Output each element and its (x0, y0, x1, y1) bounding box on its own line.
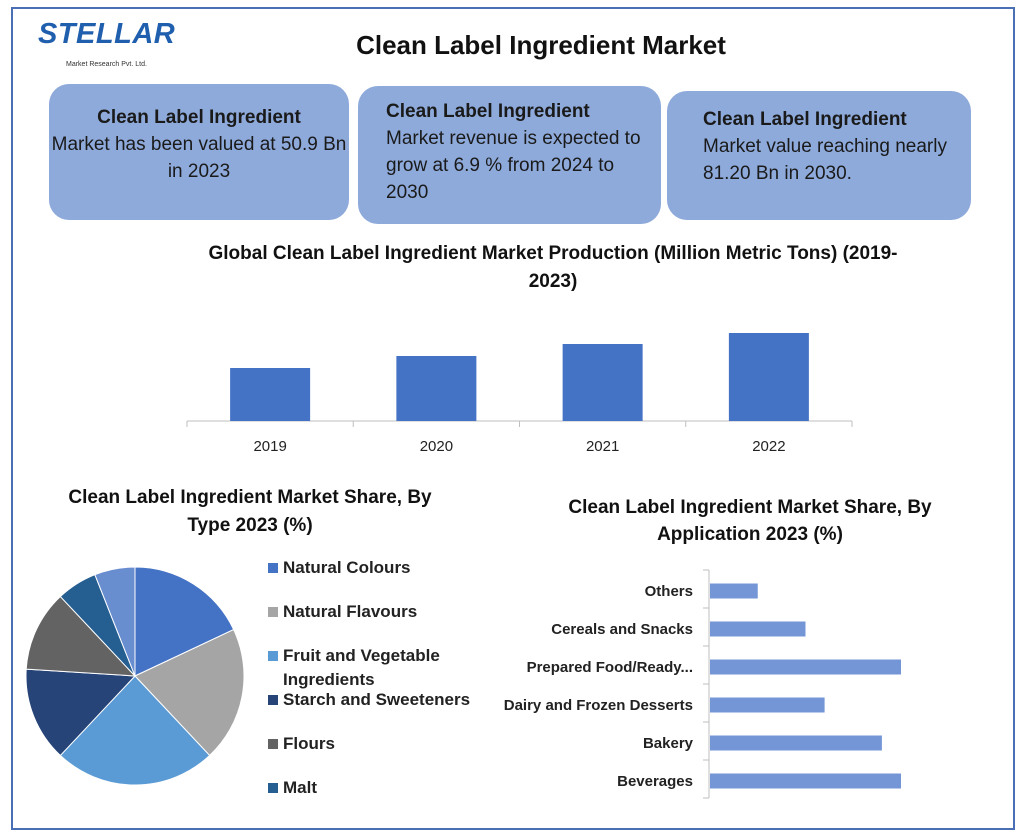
application-share-bar-chart: Others Cereals and Snacks Prepared Food/Re… (504, 569, 901, 799)
application-share-chart-title: Clean Label Ingredient Market Share, By … (568, 497, 932, 545)
logo-wordmark: STELLAR (38, 18, 176, 50)
company-logo: STELLAR Market Research Pvt. Ltd. (30, 18, 175, 76)
legend-label: Natural Colours (283, 558, 411, 577)
legend-label: Natural Flavours (283, 602, 418, 621)
bar-2021 (562, 344, 643, 421)
info-box-heading: Clean Label Ingredient (97, 107, 301, 128)
info-box-growth: Clean Label Ingredient Market revenue is… (358, 86, 661, 224)
page-title: Clean Label Ingredient Market (356, 30, 726, 60)
y-tick-label: Beverages (617, 773, 693, 790)
legend-swatch (268, 563, 278, 573)
production-bar-chart: 2019 2020 2021 2022 (186, 333, 853, 455)
info-box-heading: Clean Label Ingredient (386, 101, 590, 122)
y-tick-label: Others (645, 583, 693, 600)
legend-swatch (268, 739, 278, 749)
legend-item: Natural Flavours (268, 600, 498, 624)
x-tick-label: 2022 (752, 438, 785, 455)
pie-slice-natural-colours (134, 566, 235, 677)
pie-slice-starch-and-sweeteners (25, 668, 137, 757)
bar-others (710, 583, 758, 599)
legend-label: Starch and Sweeteners (283, 690, 471, 709)
legend-swatch (268, 651, 278, 661)
pie-slice-fruit-and-vegetable-ingredients (59, 675, 211, 786)
legend-item: Malt (268, 776, 498, 800)
bar-dairy-and-frozen-desserts (710, 697, 825, 713)
legend-label: Fruit and Vegetable Ingredients (283, 646, 440, 689)
info-box-valuation: Clean Label Ingredient Market has been v… (49, 84, 349, 220)
legend-swatch (268, 695, 278, 705)
bar-beverages (710, 773, 901, 789)
bar-2020 (396, 356, 477, 421)
info-box-forecast: Clean Label Ingredient Market value reac… (667, 91, 971, 220)
bar-2022 (728, 333, 809, 421)
y-tick-label: Dairy and Frozen Desserts (504, 697, 693, 714)
x-tick-label: 2019 (253, 438, 286, 455)
bar-cereals-and-snacks (710, 621, 806, 637)
production-chart-title: Global Clean Label Ingredient Market Pro… (208, 243, 898, 292)
pie-slice-flours (25, 595, 137, 677)
legend-label: Malt (283, 778, 317, 797)
y-tick-label: Bakery (643, 735, 694, 752)
legend-swatch (268, 607, 278, 617)
y-tick-label: Prepared Food/Ready... (527, 659, 693, 676)
type-share-chart-title: Clean Label Ingredient Market Share, By … (68, 487, 432, 536)
info-box-text: Market has been valued at 50.9 Bn in 202… (51, 134, 347, 182)
legend-item: Flours (268, 732, 498, 756)
legend-item: Natural Colours (268, 556, 498, 580)
legend-label: Flours (283, 734, 335, 753)
pie-slice-others (94, 566, 136, 677)
bar-2019 (230, 368, 311, 421)
logo-subtitle: Market Research Pvt. Ltd. (66, 61, 147, 68)
legend-item: Starch and Sweeteners (268, 688, 498, 712)
x-tick-label: 2020 (420, 438, 453, 455)
legend-item: Fruit and Vegetable Ingredients (268, 644, 498, 692)
bar-bakery (710, 735, 882, 751)
legend-swatch (268, 783, 278, 793)
pie-slice-natural-flavours (134, 628, 245, 757)
bar-prepared-food-ready- (710, 659, 901, 675)
x-tick-label: 2021 (586, 438, 619, 455)
info-box-heading: Clean Label Ingredient (703, 109, 907, 130)
y-tick-label: Cereals and Snacks (551, 621, 693, 638)
info-box-text: Market value reaching nearly 81.20 Bn in… (703, 136, 947, 184)
info-box-text: Market revenue is expected to grow at 6.… (386, 128, 641, 203)
type-share-pie-chart (25, 566, 245, 786)
